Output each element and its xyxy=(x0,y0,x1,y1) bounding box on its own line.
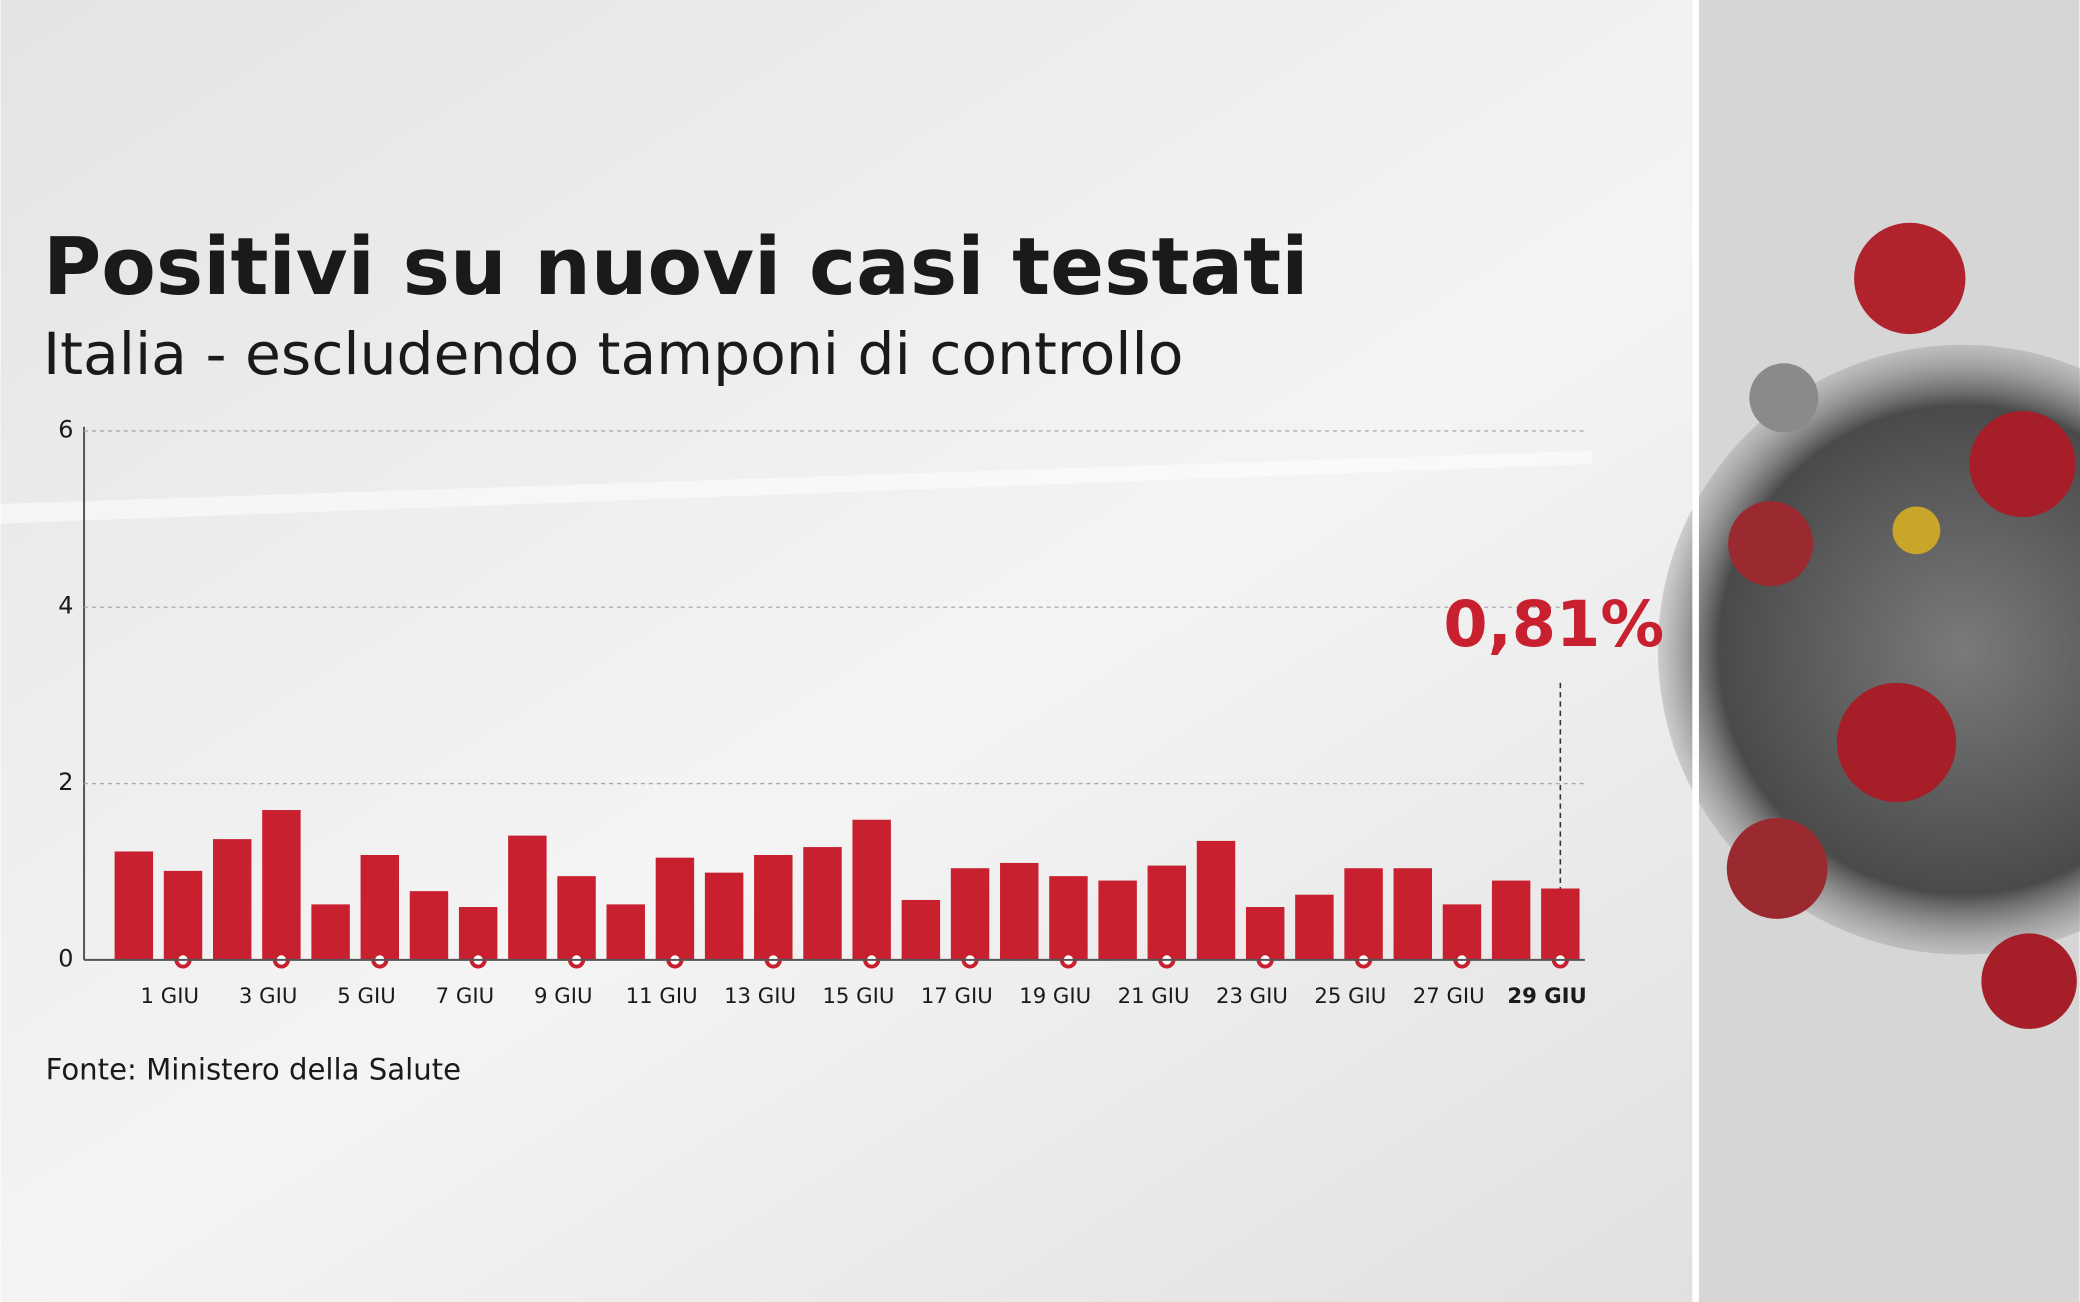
bar xyxy=(1344,868,1383,960)
x-tick-label: 15 GIU xyxy=(822,984,894,1009)
x-tick-label: 29 GIU xyxy=(1507,984,1586,1009)
bar xyxy=(1196,840,1236,960)
x-tick-label: 9 GIU xyxy=(534,984,592,1009)
x-tick-label: 23 GIU xyxy=(1216,984,1288,1009)
bar xyxy=(311,904,350,960)
x-tick-label: 11 GIU xyxy=(626,984,698,1009)
y-tick-label: 4 xyxy=(58,592,73,620)
bar xyxy=(655,857,695,960)
bar xyxy=(1000,862,1039,960)
bar xyxy=(163,870,203,960)
bar xyxy=(1049,876,1088,960)
x-tick-label: 3 GIU xyxy=(239,984,297,1009)
bar xyxy=(606,904,645,960)
chart-subtitle: Italia - escludendo tamponi di controllo xyxy=(43,320,1183,388)
bar xyxy=(704,872,744,960)
bar xyxy=(1541,888,1580,960)
virus-illustration xyxy=(1657,0,2080,1302)
bar xyxy=(901,899,941,960)
bar xyxy=(458,907,498,960)
x-tick-label: 21 GIU xyxy=(1118,984,1190,1009)
y-tick-label: 0 xyxy=(58,944,73,972)
value-label: 0,81% xyxy=(1443,588,1664,662)
bar xyxy=(212,839,252,960)
bar xyxy=(1393,868,1432,960)
source: Fonte: Ministero della Salute xyxy=(46,1052,461,1086)
x-tick-label: 5 GIU xyxy=(337,984,395,1009)
bar xyxy=(1442,904,1482,960)
bar xyxy=(360,855,400,960)
bar xyxy=(1245,907,1285,960)
x-tick-label: 27 GIU xyxy=(1413,984,1485,1009)
x-tick-label: 13 GIU xyxy=(724,984,796,1009)
bar xyxy=(1491,880,1531,960)
x-tick-label: 25 GIU xyxy=(1314,984,1386,1009)
x-tick-label: 17 GIU xyxy=(921,984,993,1009)
x-tick-label: 19 GIU xyxy=(1019,984,1091,1009)
bar xyxy=(754,855,793,960)
x-tick-label: 7 GIU xyxy=(436,984,494,1009)
divider xyxy=(1692,0,1699,1302)
bar xyxy=(262,810,301,960)
bar xyxy=(1098,880,1137,960)
chart-title: Positivi su nuovi casi testati xyxy=(43,220,1309,313)
bar xyxy=(114,851,154,960)
y-tick-label: 6 xyxy=(58,415,73,443)
bar xyxy=(557,876,596,960)
bar xyxy=(950,868,990,960)
bar xyxy=(508,835,547,960)
y-tick-label: 2 xyxy=(58,768,73,796)
light-streak xyxy=(0,450,1592,524)
x-tick-label: 1 GIU xyxy=(141,984,199,1009)
bar xyxy=(1147,865,1187,960)
bar xyxy=(852,819,891,960)
bar xyxy=(1295,894,1334,960)
bar xyxy=(803,847,842,960)
bar xyxy=(409,891,449,960)
